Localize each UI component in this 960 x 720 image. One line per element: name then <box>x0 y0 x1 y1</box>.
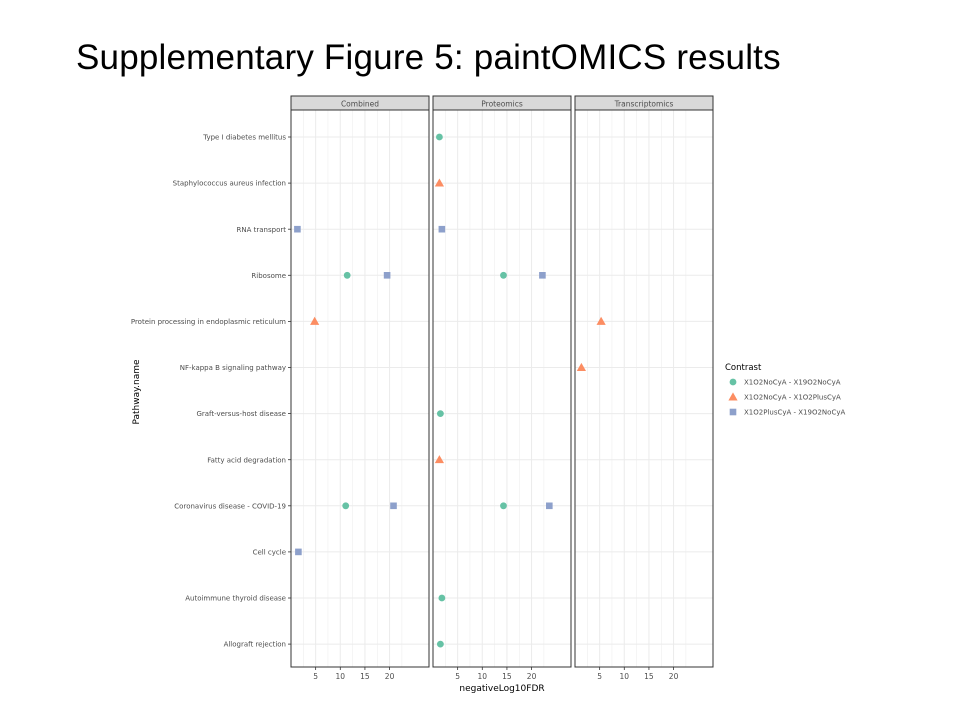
y-tick-label: Autoimmune thyroid disease <box>185 595 286 603</box>
facet-panel-combined: Combined 5 10 15 20 <box>290 95 430 681</box>
data-point <box>342 502 350 510</box>
series-x1o2nocya-x19o2nocya <box>342 133 507 648</box>
x-tick-label: 5 <box>313 672 318 681</box>
data-point <box>383 272 391 279</box>
data-point <box>438 594 446 602</box>
y-tick-label: Cell cycle <box>253 549 286 557</box>
legend-label: X1O2NoCyA - X19O2NoCyA <box>744 379 841 387</box>
x-tick-label: 20 <box>527 672 537 681</box>
data-point <box>294 225 301 233</box>
x-tick-label: 15 <box>644 672 654 681</box>
y-tick-label: Ribosome <box>251 272 286 280</box>
facet-strip-label: Transcriptomics <box>614 100 674 109</box>
y-tick-label: Allograft rejection <box>224 641 286 649</box>
legend-key-circle <box>729 378 737 386</box>
panel-background <box>433 110 571 667</box>
data-point <box>436 410 444 417</box>
data-point <box>539 272 546 279</box>
data-point <box>436 640 444 648</box>
data-point <box>500 502 507 510</box>
series-x1o2pluscya-x19o2nocya <box>294 225 553 556</box>
data-point <box>295 548 302 556</box>
legend: Contrast X1O2NoCyA - X19O2NoCyA X1O2NoCyA … <box>725 363 845 417</box>
data-point <box>546 502 553 510</box>
facet-panel-proteomics: Proteomics 5 10 15 20 <box>432 95 572 681</box>
x-tick-label: 15 <box>360 672 370 681</box>
data-point <box>310 316 320 325</box>
legend-key-square <box>729 408 737 416</box>
data-point <box>434 178 445 187</box>
facet-strip-label: Proteomics <box>481 100 523 109</box>
data-point <box>438 225 446 233</box>
y-tick-label: Fatty acid degradation <box>207 456 286 464</box>
data-point <box>434 455 445 464</box>
x-tick-label: 15 <box>502 672 512 681</box>
y-tick-label: RNA transport <box>237 226 287 234</box>
slide-title: Supplementary Figure 5: paintOMICS resul… <box>76 38 781 77</box>
legend-key-triangle <box>728 392 738 401</box>
x-tick-label: 10 <box>478 672 488 681</box>
y-tick-label: Coronavirus disease - COVID-19 <box>174 502 286 510</box>
facet-strip-label: Combined <box>341 100 379 109</box>
data-point <box>500 271 507 279</box>
facet-strip <box>290 95 430 111</box>
facet-panel-transcriptomics: Transcriptomics 5 10 15 20 <box>574 95 714 681</box>
legend-title: Contrast <box>725 363 762 373</box>
data-point <box>436 133 443 141</box>
x-tick-label: 20 <box>669 672 679 681</box>
y-axis-title: Pathway.name <box>132 359 142 425</box>
panel-background <box>291 110 429 667</box>
facet-strip <box>574 95 714 111</box>
x-axis-title: negativeLog10FDR <box>459 684 544 694</box>
x-tick-label: 5 <box>455 672 460 681</box>
y-tick-label: Protein processing in endoplasmic reticu… <box>131 318 286 326</box>
x-tick-label: 10 <box>336 672 346 681</box>
x-tick-label: 10 <box>620 672 630 681</box>
legend-label: X1O2NoCyA - X1O2PlusCyA <box>744 394 841 402</box>
y-tick-label: NF-kappa B signaling pathway <box>180 364 286 372</box>
y-tick-label: Type I diabetes mellitus <box>202 134 286 142</box>
data-point <box>390 502 397 510</box>
x-tick-label: 20 <box>385 672 395 681</box>
data-point <box>596 316 606 325</box>
facet-strip <box>432 95 572 111</box>
series-x1o2nocya-x1o2pluscya <box>310 178 606 464</box>
y-tick-label: Graft-versus-host disease <box>196 410 286 418</box>
legend-label: X1O2PlusCyA - X19O2NoCyA <box>744 409 845 417</box>
data-point <box>343 271 351 279</box>
data-point <box>576 362 587 371</box>
x-tick-label: 5 <box>597 672 602 681</box>
panel-background <box>575 110 713 667</box>
y-tick-label: Staphylococcus aureus infection <box>173 180 286 188</box>
